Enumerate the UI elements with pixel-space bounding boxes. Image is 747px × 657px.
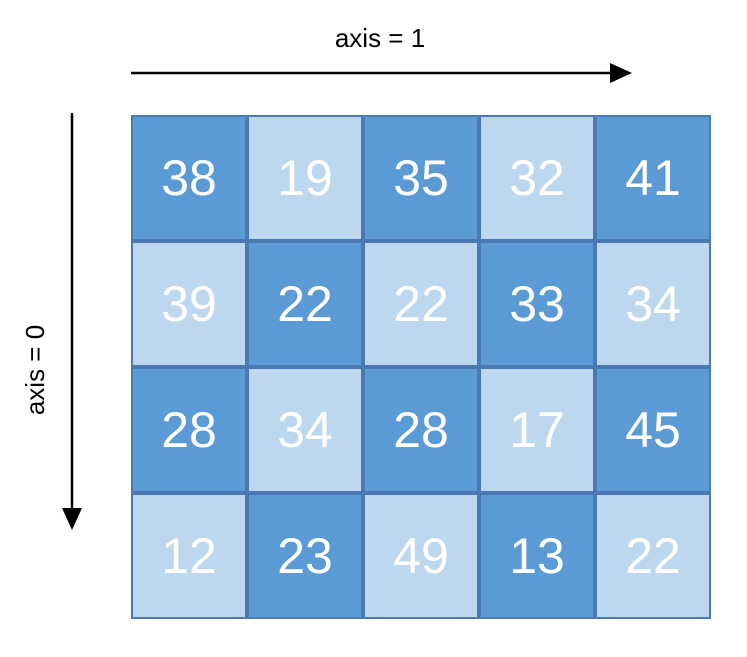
grid-cell-r0-c0: 38 [131,115,247,241]
axis-1-arrow [131,63,632,83]
grid-cell-r1-c2: 22 [363,241,479,367]
axis-0-arrow [62,113,82,530]
grid-cell-r1-c4: 34 [595,241,711,367]
grid-cell-r0-c1: 19 [247,115,363,241]
grid-cell-r2-c2: 28 [363,367,479,493]
grid-cell-r3-c4: 22 [595,493,711,619]
grid-cell-r0-c2: 35 [363,115,479,241]
grid-cell-r2-c4: 45 [595,367,711,493]
grid-cell-r3-c3: 13 [479,493,595,619]
grid-cell-r3-c2: 49 [363,493,479,619]
grid-cell-r0-c3: 32 [479,115,595,241]
grid-cell-r2-c3: 17 [479,367,595,493]
grid-cell-r1-c3: 33 [479,241,595,367]
grid-cell-r2-c1: 34 [247,367,363,493]
axis-1-label: axis = 1 [334,23,426,53]
grid-cell-r1-c1: 22 [247,241,363,367]
value-grid: 38 19 35 32 41 39 22 22 33 34 28 34 28 17 45 12 23 49 13 22 [131,115,711,619]
grid-cell-r3-c1: 23 [247,493,363,619]
grid-cell-r1-c0: 39 [131,241,247,367]
grid-cell-r0-c4: 41 [595,115,711,241]
grid-cell-r3-c0: 12 [131,493,247,619]
grid-cell-r2-c0: 28 [131,367,247,493]
